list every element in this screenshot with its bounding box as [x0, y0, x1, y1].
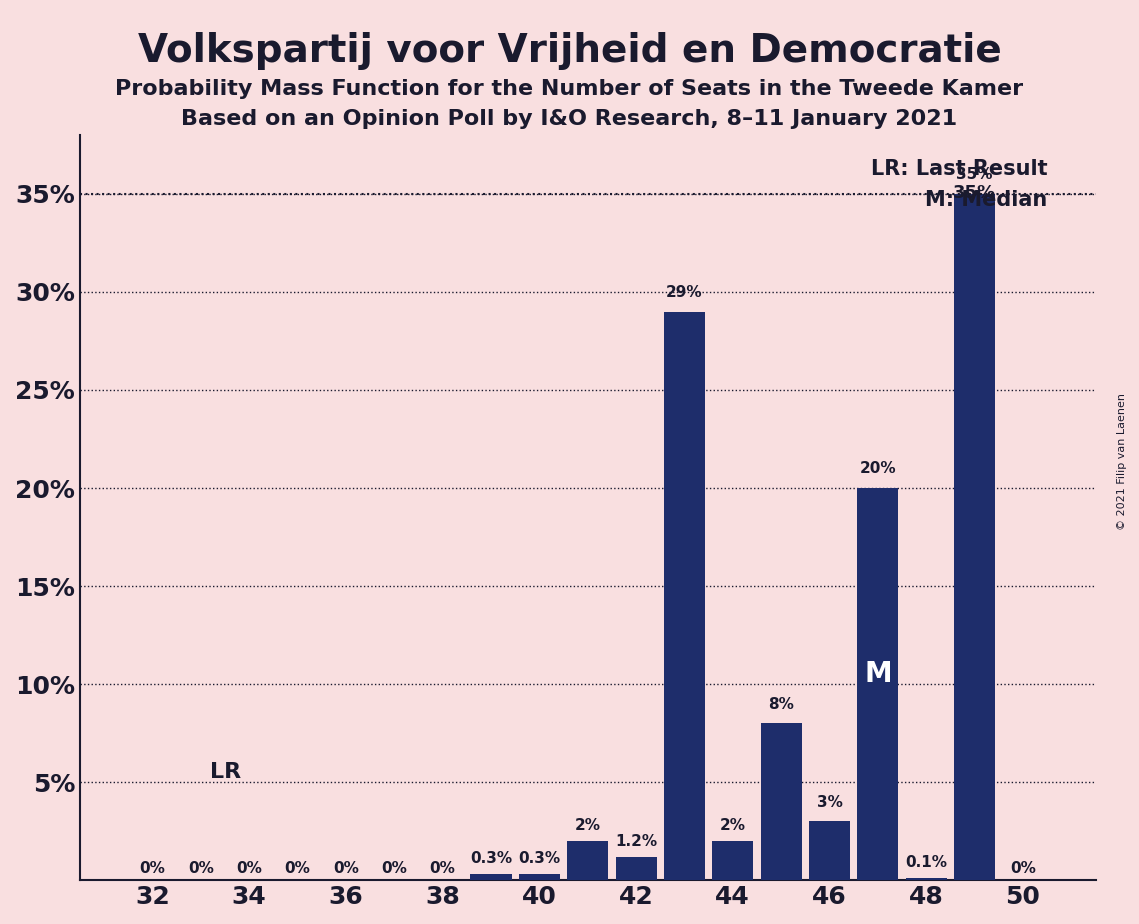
Text: 0%: 0%: [236, 861, 262, 876]
Text: 0%: 0%: [188, 861, 214, 876]
Text: 29%: 29%: [666, 285, 703, 299]
Text: LR: LR: [211, 762, 241, 783]
Text: 0.1%: 0.1%: [906, 856, 948, 870]
Bar: [712, 841, 753, 881]
Bar: [615, 857, 656, 881]
Bar: [954, 194, 995, 881]
Text: 0%: 0%: [429, 861, 456, 876]
Bar: [809, 821, 850, 881]
Text: M: Median: M: Median: [925, 190, 1047, 210]
Text: 35%: 35%: [957, 167, 993, 182]
Text: Volkspartij voor Vrijheid en Democratie: Volkspartij voor Vrijheid en Democratie: [138, 32, 1001, 70]
Text: 0%: 0%: [333, 861, 359, 876]
Text: 0.3%: 0.3%: [470, 851, 513, 867]
Text: 0%: 0%: [139, 861, 165, 876]
Text: Probability Mass Function for the Number of Seats in the Tweede Kamer: Probability Mass Function for the Number…: [115, 79, 1024, 99]
Text: 3%: 3%: [817, 795, 843, 809]
Text: LR: Last Result: LR: Last Result: [870, 159, 1047, 178]
Text: M: M: [865, 661, 892, 688]
Bar: [761, 723, 802, 881]
Text: 1.2%: 1.2%: [615, 833, 657, 849]
Bar: [906, 878, 947, 881]
Text: Based on an Opinion Poll by I&O Research, 8–11 January 2021: Based on an Opinion Poll by I&O Research…: [181, 109, 958, 129]
Text: 2%: 2%: [720, 818, 746, 833]
Text: 0%: 0%: [285, 861, 311, 876]
Text: 20%: 20%: [860, 461, 896, 476]
Bar: [858, 488, 899, 881]
Text: 0%: 0%: [382, 861, 407, 876]
Bar: [518, 874, 560, 881]
Text: © 2021 Filip van Laenen: © 2021 Filip van Laenen: [1117, 394, 1126, 530]
Text: 0.3%: 0.3%: [518, 851, 560, 867]
Bar: [470, 874, 511, 881]
Text: 0%: 0%: [1010, 861, 1035, 876]
Text: 2%: 2%: [575, 818, 600, 833]
Bar: [664, 311, 705, 881]
Bar: [567, 841, 608, 881]
Text: 8%: 8%: [768, 697, 794, 711]
Text: 35%: 35%: [953, 184, 997, 202]
